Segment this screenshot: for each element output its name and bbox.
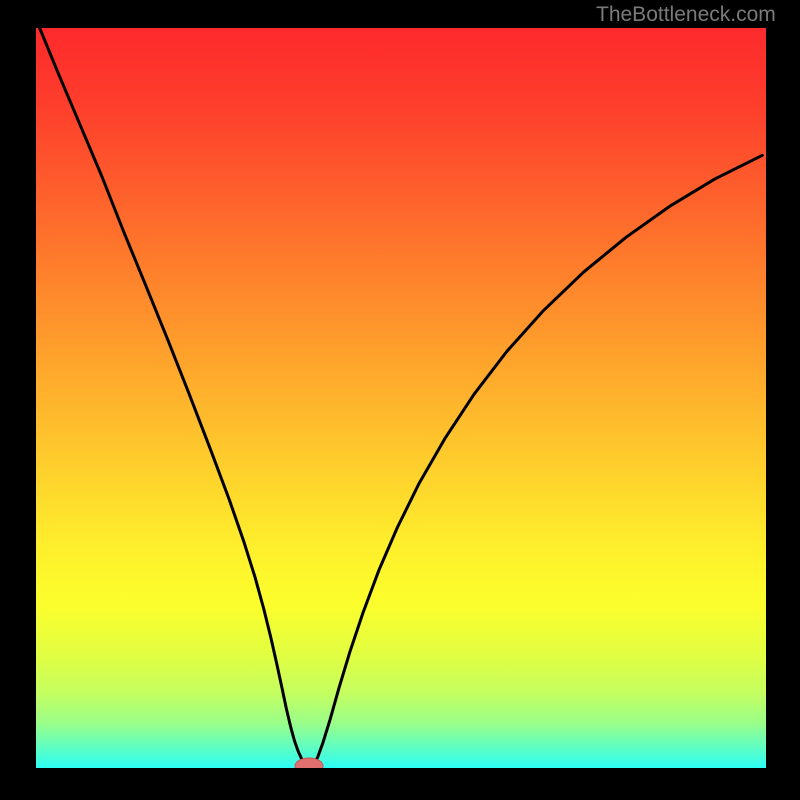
plot-background: [36, 28, 766, 768]
plot-area: [36, 28, 766, 768]
chart-container: TheBottleneck.com: [0, 0, 800, 800]
watermark-text: TheBottleneck.com: [596, 3, 776, 27]
